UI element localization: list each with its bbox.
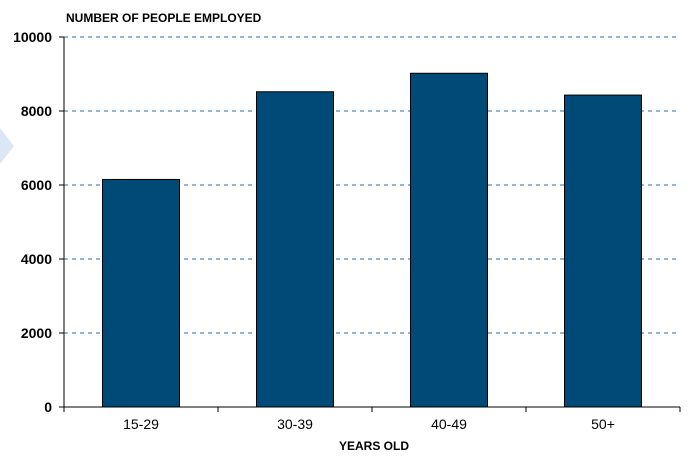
x-axis-title: YEARS OLD: [339, 439, 409, 453]
x-tick-label: 50+: [591, 416, 615, 432]
x-tick-label: 40-49: [431, 416, 467, 432]
y-axis-title: NUMBER OF PEOPLE EMPLOYED: [66, 11, 262, 25]
y-tick-label: 8000: [21, 103, 52, 119]
y-tick-label: 6000: [21, 177, 52, 193]
left-edge-arrow-icon: [0, 128, 14, 164]
bar-15-29: [102, 178, 180, 408]
bars: [102, 72, 642, 408]
axes: [59, 36, 681, 412]
y-tick-labels: 0 2000 4000 6000 8000 10000: [13, 29, 52, 415]
bar-50+: [564, 94, 642, 408]
bar-40-49: [410, 72, 488, 408]
x-tick-label: 15-29: [123, 416, 159, 432]
y-tick-label: 2000: [21, 325, 52, 341]
x-tick-label: 30-39: [277, 416, 313, 432]
bar-30-39: [256, 91, 334, 408]
y-tick-label: 10000: [13, 29, 52, 45]
y-tick-label: 4000: [21, 251, 52, 267]
x-tick-labels: 15-29 30-39 40-49 50+: [123, 416, 615, 432]
y-tick-label: 0: [44, 399, 52, 415]
